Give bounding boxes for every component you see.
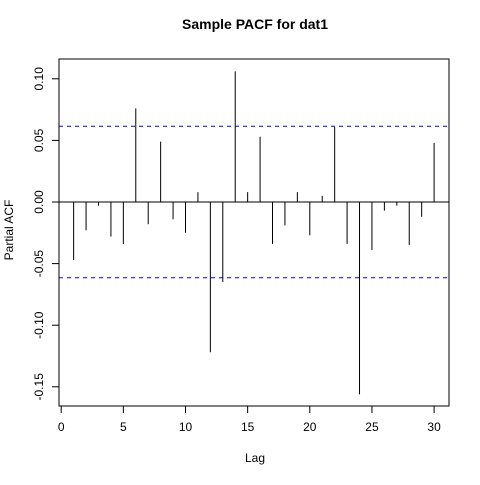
y-tick-label--0.15: -0.15 <box>32 373 46 401</box>
plot-frame <box>59 59 449 406</box>
x-tick-label-25: 25 <box>365 420 379 434</box>
x-axis-title: Lag <box>245 451 265 465</box>
y-tick-label-0.05: 0.05 <box>32 128 46 152</box>
y-axis-title: Partial ACF <box>2 200 16 261</box>
x-tick-label-0: 0 <box>58 420 65 434</box>
y-tick-label-0.00: 0.00 <box>32 190 46 214</box>
y-tick-label--0.10: -0.10 <box>32 311 46 339</box>
chart-title: Sample PACF for dat1 <box>182 16 328 32</box>
plot-marks: 0 5 10 15 20 25 30 -0.15 -0.10 -0.05 0.00 0.05 0.10 <box>32 67 449 434</box>
x-tick-label-15: 15 <box>241 420 255 434</box>
x-tick-label-5: 5 <box>120 420 127 434</box>
y-tick-label-0.10: 0.10 <box>32 67 46 91</box>
x-tick-label-10: 10 <box>179 420 193 434</box>
x-tick-label-20: 20 <box>303 420 317 434</box>
y-tick-label--0.05: -0.05 <box>32 250 46 278</box>
x-tick-label-30: 30 <box>427 420 441 434</box>
